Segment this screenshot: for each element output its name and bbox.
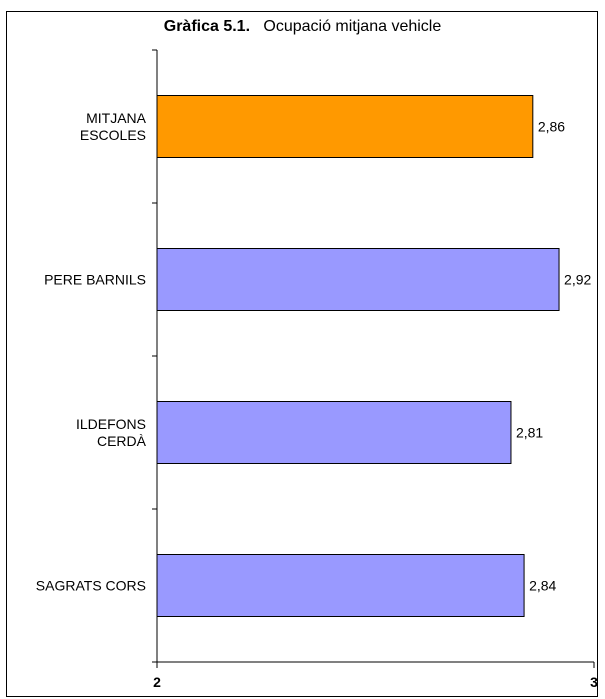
bar — [156, 554, 525, 617]
category-label: ILDEFONS — [76, 416, 146, 432]
chart-title-text: Ocupació mitjana vehicle — [263, 18, 442, 35]
bar — [156, 248, 560, 311]
category-label: SAGRATS CORS — [36, 578, 146, 594]
category-label: PERE BARNILS — [44, 272, 146, 288]
data-label: 2,92 — [564, 272, 591, 288]
x-tick-label: 2 — [153, 674, 161, 690]
category-label: CERDÀ — [97, 433, 147, 449]
category-label: ESCOLES — [80, 127, 146, 143]
chart-title: Gràfica 5.1. Ocupació mitjana vehicle — [0, 18, 605, 36]
data-label: 2,84 — [529, 578, 556, 594]
data-label: 2,86 — [538, 119, 565, 135]
chart-title-lead: Gràfica 5.1. — [163, 18, 251, 35]
data-label: 2,81 — [516, 425, 543, 441]
x-tick-label: 3 — [590, 674, 598, 690]
bar — [156, 95, 534, 158]
bar — [156, 401, 512, 464]
category-label: MITJANA — [86, 110, 147, 126]
